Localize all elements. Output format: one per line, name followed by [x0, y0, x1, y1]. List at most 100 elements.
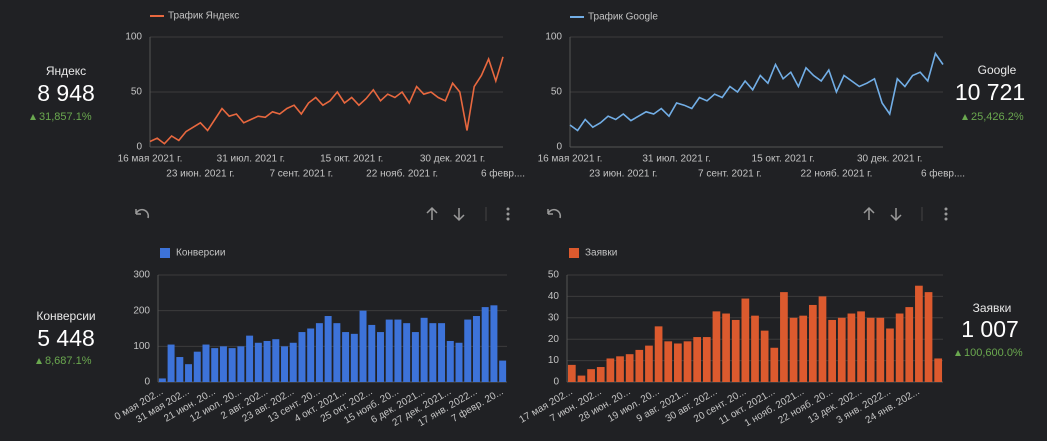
legend-label: Конверсии: [176, 248, 225, 259]
bar: [499, 360, 507, 382]
bar: [866, 317, 875, 382]
bar: [780, 292, 788, 382]
y-tick-label: 300: [133, 270, 150, 281]
y-tick-label: 50: [131, 87, 143, 98]
x-tick-label: 7 сент. 2021 г.: [698, 169, 762, 180]
x-tick-label: 22 нояб. 2021 г.: [800, 168, 872, 180]
sort-up-icon[interactable]: [863, 206, 875, 220]
legend-swatch: [569, 248, 579, 258]
scorecard-value: 10 721: [955, 79, 1025, 105]
more-icon[interactable]: [944, 207, 948, 221]
bar: [342, 332, 350, 382]
sort-up-icon[interactable]: [426, 206, 438, 220]
bar: [837, 317, 846, 382]
sort-down-icon[interactable]: [453, 208, 465, 222]
y-tick-label: 200: [133, 305, 150, 316]
bar: [333, 323, 341, 382]
bar: [683, 341, 692, 382]
bar: [176, 357, 184, 382]
x-tick-label: 31 июл. 2021 г.: [642, 154, 710, 165]
legend-label: Заявки: [585, 248, 617, 259]
bar: [857, 311, 865, 382]
bar: [674, 343, 682, 382]
scorecard-delta: 8,687.1%: [45, 355, 92, 367]
y-tick-label: 100: [125, 32, 142, 43]
bar: [693, 337, 702, 382]
bar: [298, 332, 306, 382]
x-tick-label: 30 дек. 2021 г.: [857, 154, 922, 165]
bar: [828, 319, 836, 382]
bar: [167, 344, 175, 382]
bar: [770, 347, 779, 382]
bar: [455, 342, 463, 382]
more-icon[interactable]: [506, 207, 510, 221]
bar: [185, 364, 193, 382]
bar: [368, 324, 376, 382]
y-tick-label: 0: [556, 142, 562, 153]
y-tick-label: 0: [553, 377, 559, 388]
bar: [895, 313, 904, 382]
up-arrow: [30, 114, 36, 120]
undo-icon[interactable]: [135, 208, 150, 219]
bar: [281, 346, 289, 382]
bar: [438, 323, 446, 382]
scorecard-title: Google: [978, 63, 1017, 77]
bar: [307, 328, 315, 382]
bar: [847, 313, 856, 382]
bar: [731, 319, 740, 382]
bar: [350, 333, 358, 382]
bar: [915, 285, 923, 382]
bar: [587, 369, 595, 382]
bar: [616, 356, 624, 382]
bar: [712, 311, 721, 382]
bar: [702, 337, 711, 382]
bar: [905, 307, 914, 382]
up-arrow: [36, 358, 42, 364]
x-tick-label: 7 сент. 2021 г.: [269, 169, 333, 180]
bar: [158, 378, 166, 382]
bar: [324, 316, 332, 382]
x-tick-label: 16 мая 2021 г.: [118, 154, 183, 165]
bar: [394, 319, 402, 382]
y-tick-label: 50: [548, 270, 560, 281]
bar: [472, 316, 480, 382]
bar: [289, 342, 297, 382]
bar: [886, 328, 894, 382]
x-tick-label: 31 июл. 2021 г.: [217, 154, 285, 165]
bar: [654, 326, 663, 382]
bar: [577, 375, 586, 382]
scorecard-value: 5 448: [37, 325, 95, 351]
bar: [464, 319, 472, 382]
bar: [272, 339, 280, 382]
bar: [446, 340, 454, 382]
bar: [606, 358, 615, 382]
bar: [876, 317, 885, 382]
scorecard-title: Яндекс: [46, 64, 86, 78]
bar: [934, 358, 943, 382]
y-tick-label: 100: [133, 341, 150, 352]
bar: [246, 335, 254, 382]
bar: [193, 351, 201, 382]
y-tick-label: 10: [548, 355, 560, 366]
bar: [403, 323, 411, 382]
legend-label: Трафик Яндекс: [168, 10, 239, 22]
x-tick-label: 22 нояб. 2021 г.: [366, 168, 438, 180]
y-tick-label: 30: [548, 312, 560, 323]
undo-icon[interactable]: [547, 208, 562, 219]
bar: [420, 317, 428, 382]
x-tick-label: 15 окт. 2021 г.: [752, 154, 815, 165]
scorecard-value: 8 948: [37, 80, 95, 106]
scorecard-title: Конверсии: [36, 309, 95, 323]
bar: [385, 319, 393, 382]
legend-swatch: [160, 248, 170, 258]
sort-down-icon[interactable]: [890, 208, 902, 222]
x-tick-label: 30 дек. 2021 г.: [420, 154, 485, 165]
up-arrow: [955, 350, 961, 356]
x-tick-label: 16 мая 2021 г.: [538, 154, 603, 165]
bar: [924, 292, 933, 382]
bar: [429, 323, 437, 382]
bar: [219, 346, 227, 382]
y-tick-label: 100: [545, 32, 562, 43]
y-tick-label: 40: [548, 291, 560, 302]
